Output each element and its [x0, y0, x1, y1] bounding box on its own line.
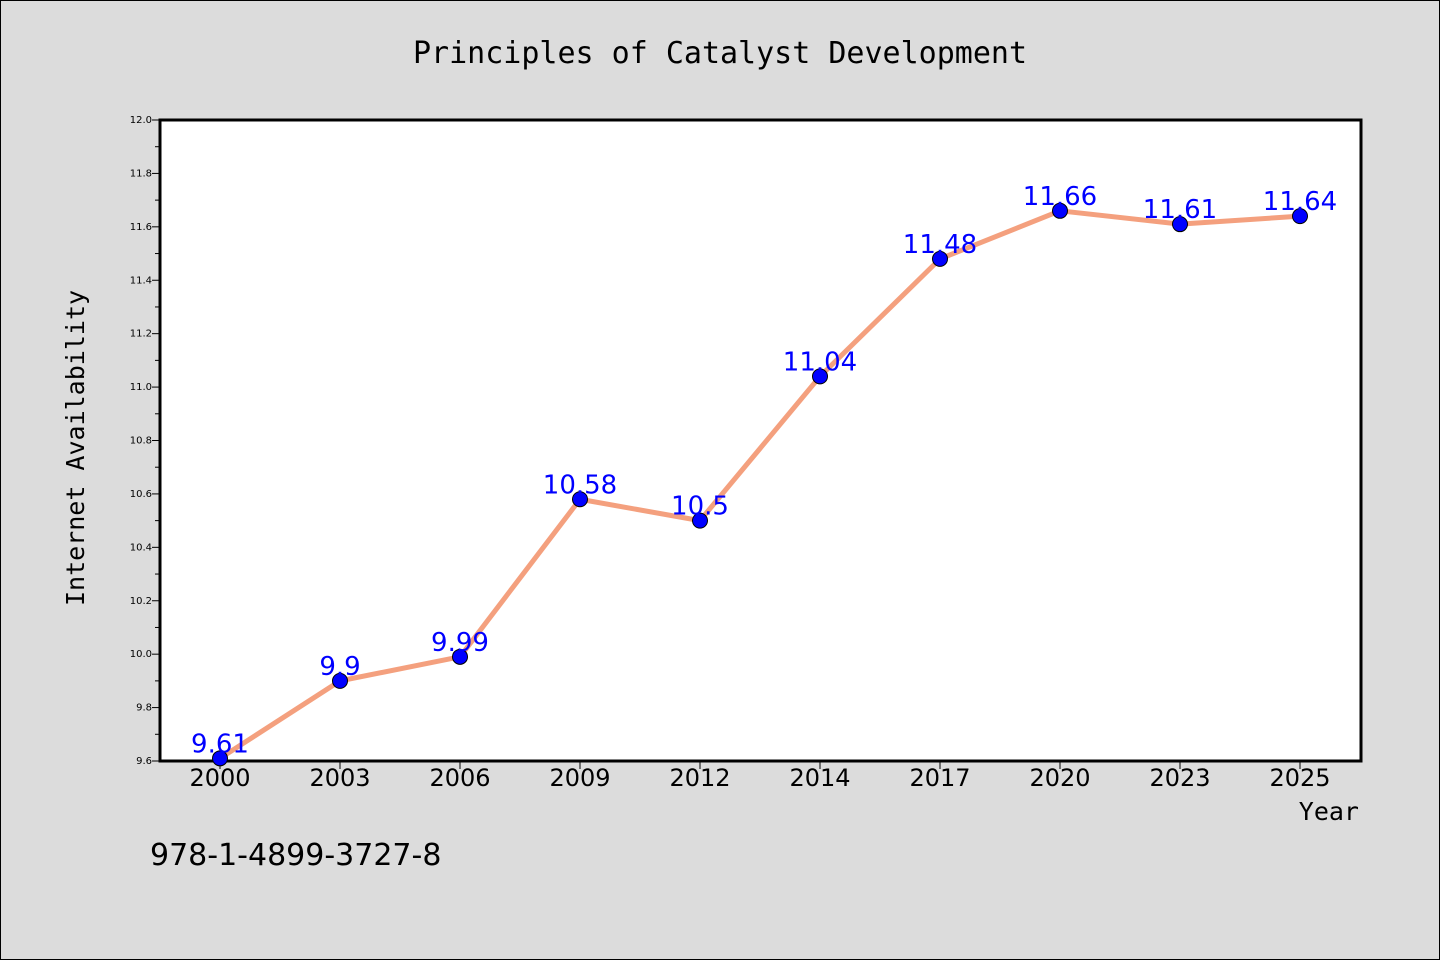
data-label: 10.5 [671, 492, 729, 522]
data-point [1052, 202, 1068, 219]
data-point [1292, 208, 1308, 225]
data-label: 9.99 [431, 628, 489, 658]
x-tick-label: 2009 [549, 764, 610, 792]
data-label: 11.04 [783, 347, 857, 377]
x-tick-label: 2006 [429, 764, 490, 792]
x-axis: 2000 2003 2006 2009 2012 2014 2017 2020 2023 2025 [189, 761, 1331, 792]
data-labels: 9.61 9.9 9.99 10.58 10.5 11.04 11.48 11.66 11.61… [191, 182, 1337, 760]
data-label: 11.48 [903, 230, 977, 260]
data-label: 11.66 [1023, 182, 1097, 212]
plot-area [158, 118, 1363, 763]
data-series [212, 202, 1308, 767]
y-axis-title: Internet Availability [61, 290, 90, 606]
chart-title: Principles of Catalyst Development [413, 36, 1027, 71]
y-tick-label: 11.8 [130, 168, 152, 179]
data-label: 9.9 [319, 652, 360, 682]
y-tick-label: 11.4 [130, 275, 152, 286]
data-point [572, 491, 588, 508]
x-tick-label: 2025 [1269, 764, 1330, 792]
y-tick-label: 10.8 [130, 436, 152, 447]
x-tick-label: 2023 [1149, 764, 1210, 792]
data-label: 9.61 [191, 729, 249, 759]
x-tick-label: 2017 [909, 764, 970, 792]
x-tick-label: 2020 [1029, 764, 1090, 792]
isbn-label: 978-1-4899-3727-8 [150, 838, 441, 873]
data-label: 11.64 [1263, 187, 1337, 217]
x-tick-label: 2000 [189, 764, 250, 792]
y-tick-label: 12.0 [130, 115, 152, 126]
data-point [212, 750, 228, 767]
x-axis-title: Year [1299, 797, 1359, 826]
series-line [217, 208, 1303, 761]
data-point [332, 672, 348, 689]
x-tick-label: 2014 [789, 764, 850, 792]
data-point [812, 368, 828, 385]
data-label: 11.61 [1143, 195, 1217, 225]
x-tick-label: 2012 [669, 764, 730, 792]
y-tick-label: 11.0 [130, 382, 152, 393]
y-tick-label: 11.2 [130, 329, 152, 340]
data-point [1172, 216, 1188, 233]
y-tick-label: 10.4 [130, 542, 152, 553]
y-tick-label: 9.8 [136, 703, 152, 714]
data-point [452, 648, 468, 665]
data-point [692, 512, 708, 529]
y-tick-label: 9.6 [136, 756, 152, 767]
y-tick-label: 11.6 [130, 222, 152, 233]
x-tick-label: 2003 [309, 764, 370, 792]
y-axis: 9.6 9.8 10.0 10.2 10.4 10.6 10.8 11.0 11.2 11.4 11… [130, 115, 160, 767]
data-point [932, 250, 948, 267]
y-tick-label: 10.6 [130, 489, 152, 500]
data-label: 10.58 [543, 470, 617, 500]
y-tick-label: 10.0 [130, 649, 152, 660]
y-tick-label: 10.2 [130, 596, 152, 607]
